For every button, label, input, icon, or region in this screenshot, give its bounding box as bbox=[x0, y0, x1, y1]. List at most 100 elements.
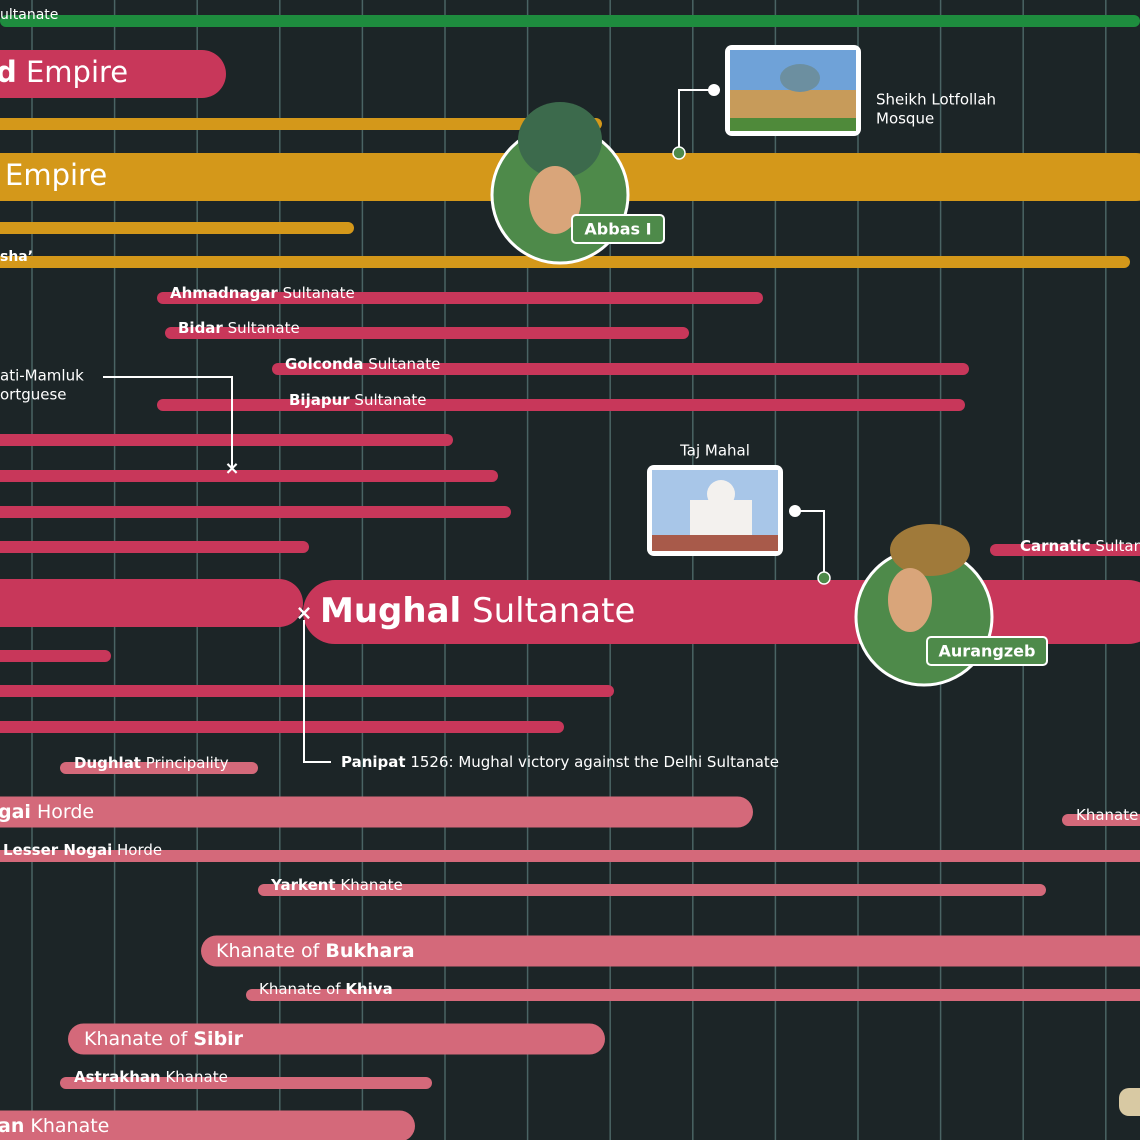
mosque-image bbox=[725, 45, 861, 136]
bar-label: d Empire bbox=[0, 55, 128, 89]
label-part: Empire bbox=[17, 55, 128, 89]
label-part: Sultanate bbox=[461, 591, 635, 631]
bar-label: Astrakhan Khanate bbox=[74, 1068, 228, 1086]
bar bbox=[0, 506, 511, 518]
bar bbox=[201, 935, 1140, 967]
portrait-name: Abbas I bbox=[584, 220, 651, 239]
bar bbox=[0, 470, 498, 482]
marker: × bbox=[224, 458, 239, 479]
bar-label: Khanate bbox=[1076, 806, 1138, 824]
portrait: Abbas I bbox=[490, 102, 665, 265]
header-fragment: ultanate bbox=[0, 7, 58, 23]
label-part: Ahmadnagar bbox=[170, 284, 278, 302]
label-part: Sultan bbox=[1091, 537, 1140, 555]
label-part: Carnatic bbox=[1020, 537, 1091, 555]
bar bbox=[0, 850, 1140, 862]
annotation: Taj Mahal bbox=[679, 442, 750, 460]
label-part: Sultanate bbox=[223, 319, 300, 337]
label-part: Sultanate bbox=[364, 355, 441, 373]
connector bbox=[303, 620, 331, 763]
bar-label: Khanate of Bukhara bbox=[216, 940, 415, 962]
bar bbox=[990, 544, 1140, 556]
bar bbox=[157, 292, 763, 304]
bar-label: an Khanate bbox=[0, 1115, 109, 1137]
annotation: ortguese bbox=[0, 386, 67, 404]
label-part: Astrakhan bbox=[74, 1068, 161, 1086]
annotation: Mosque bbox=[876, 110, 934, 128]
bar-label: Khanate of Sibir bbox=[84, 1028, 244, 1050]
label-part: d bbox=[0, 55, 17, 89]
label-part: Bukhara bbox=[325, 940, 414, 962]
label-part: sha’ bbox=[0, 249, 33, 265]
dot bbox=[789, 505, 801, 517]
dot bbox=[672, 146, 686, 160]
bar bbox=[0, 15, 1140, 27]
label-part: Principality bbox=[141, 754, 229, 772]
label-part: Bidar bbox=[178, 319, 223, 337]
bar-label: Lesser Nogai Horde bbox=[3, 841, 162, 859]
marker: × bbox=[296, 601, 313, 625]
label-part: gai bbox=[0, 801, 31, 823]
portrait: Aurangzeb bbox=[854, 524, 1048, 687]
bar bbox=[157, 399, 965, 411]
annotation: Sheikh Lotfollah bbox=[876, 91, 996, 109]
label-part: Dughlat bbox=[74, 754, 141, 772]
bar-label: Golconda Sultanate bbox=[285, 355, 440, 373]
bar-label: Bidar Sultanate bbox=[178, 319, 300, 337]
label-part: Sultanate bbox=[350, 391, 427, 409]
bar bbox=[165, 327, 689, 339]
label-part: Khanate of bbox=[259, 980, 345, 998]
bar-label: Carnatic Sultan bbox=[1020, 537, 1140, 555]
bar bbox=[60, 762, 258, 774]
label-part: Empire bbox=[5, 158, 107, 192]
annotation: ati-Mamluk bbox=[0, 367, 84, 385]
label-part: Khanate of bbox=[84, 1028, 193, 1050]
bar-label: Empire bbox=[5, 158, 107, 192]
label-part: Khanate bbox=[24, 1115, 109, 1137]
label-part: Khanate bbox=[336, 876, 403, 894]
bar bbox=[258, 884, 1046, 896]
dot bbox=[817, 571, 831, 585]
bar bbox=[0, 50, 226, 98]
bar bbox=[0, 650, 111, 662]
bar bbox=[0, 118, 602, 130]
bar bbox=[60, 1077, 432, 1089]
bar-label: Khanate of Khiva bbox=[259, 980, 393, 998]
label-part: Yarkent bbox=[270, 876, 336, 894]
dot bbox=[708, 84, 720, 96]
bar bbox=[1062, 814, 1140, 826]
label-part: Khanate of bbox=[216, 940, 325, 962]
connector bbox=[103, 376, 233, 468]
label-part: Horde bbox=[112, 841, 162, 859]
label-part: Horde bbox=[31, 801, 94, 823]
bar bbox=[0, 796, 753, 828]
label-part: Mughal bbox=[320, 591, 461, 631]
bar bbox=[272, 363, 969, 375]
bar bbox=[0, 1110, 415, 1140]
bar bbox=[0, 721, 564, 733]
label-part: Sultanate bbox=[278, 284, 355, 302]
label-part: Khanate bbox=[1076, 806, 1138, 824]
bar-label: Bijapur Sultanate bbox=[289, 391, 427, 409]
label-part: Khanate bbox=[161, 1068, 228, 1086]
bar bbox=[0, 541, 309, 553]
bar-label: Mughal Sultanate bbox=[320, 591, 635, 631]
label-part: Bijapur bbox=[289, 391, 350, 409]
label-part: an bbox=[0, 1115, 24, 1137]
bar-label: Dughlat Principality bbox=[74, 754, 229, 772]
bar-label: sha’ bbox=[0, 249, 33, 265]
bar bbox=[0, 222, 354, 234]
bar bbox=[0, 579, 303, 627]
bar-label: gai Horde bbox=[0, 801, 94, 823]
portrait-name: Aurangzeb bbox=[939, 642, 1036, 661]
bar-label: Yarkent Khanate bbox=[270, 876, 403, 894]
bar bbox=[68, 1023, 605, 1055]
annotation: Panipat 1526: Mughal victory against the… bbox=[341, 753, 779, 771]
bar-label: Ahmadnagar Sultanate bbox=[170, 284, 355, 302]
label-part: Lesser Nogai bbox=[3, 841, 112, 859]
connector bbox=[795, 510, 825, 578]
taj-image bbox=[647, 465, 783, 556]
label-part: Sibir bbox=[193, 1028, 243, 1050]
